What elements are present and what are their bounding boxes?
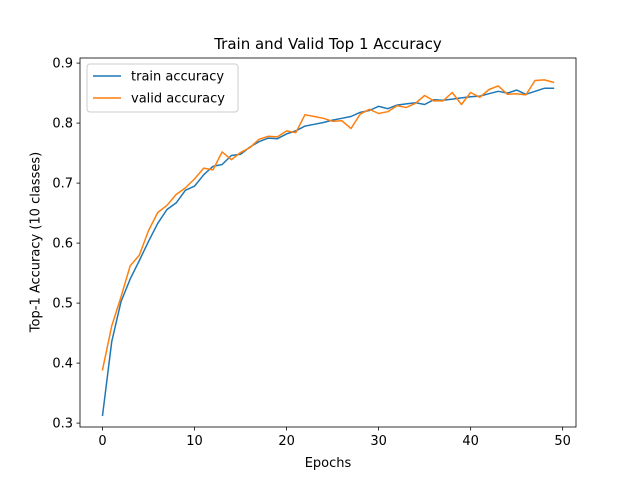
y-tick-label: 0.6 — [52, 237, 73, 252]
y-axis-label: Top-1 Accuracy (10 classes) — [29, 152, 44, 333]
legend-frame — [86, 63, 239, 113]
x-tick-label: 50 — [554, 434, 571, 449]
y-tick-label: 0.7 — [52, 177, 73, 192]
x-tick-label: 20 — [278, 434, 295, 449]
series-line-valid — [101, 79, 555, 371]
y-tick-label: 0.5 — [52, 297, 73, 312]
axes-frame — [79, 57, 577, 428]
legend: train accuracy valid accuracy — [86, 63, 239, 113]
plot-lines — [101, 79, 555, 417]
x-axis-ticks: 0 10 20 30 40 50 — [98, 427, 571, 449]
plot-area-border — [79, 57, 577, 428]
x-tick-label: 0 — [98, 434, 106, 449]
y-tick-label: 0.3 — [52, 417, 73, 432]
legend-label-train: train accuracy — [131, 70, 224, 85]
x-tick-label: 10 — [186, 434, 203, 449]
y-tick-label: 0.4 — [52, 357, 73, 372]
legend-label-valid: valid accuracy — [131, 92, 225, 107]
y-tick-label: 0.8 — [52, 117, 73, 132]
y-tick-label: 0.9 — [52, 57, 73, 72]
x-axis-label: Epochs — [305, 456, 352, 471]
y-axis-ticks: 0.3 0.4 0.5 0.6 0.7 0.8 0.9 — [52, 57, 80, 432]
x-tick-label: 30 — [370, 434, 387, 449]
x-tick-label: 40 — [462, 434, 479, 449]
chart-title: Train and Valid Top 1 Accuracy — [213, 35, 442, 53]
